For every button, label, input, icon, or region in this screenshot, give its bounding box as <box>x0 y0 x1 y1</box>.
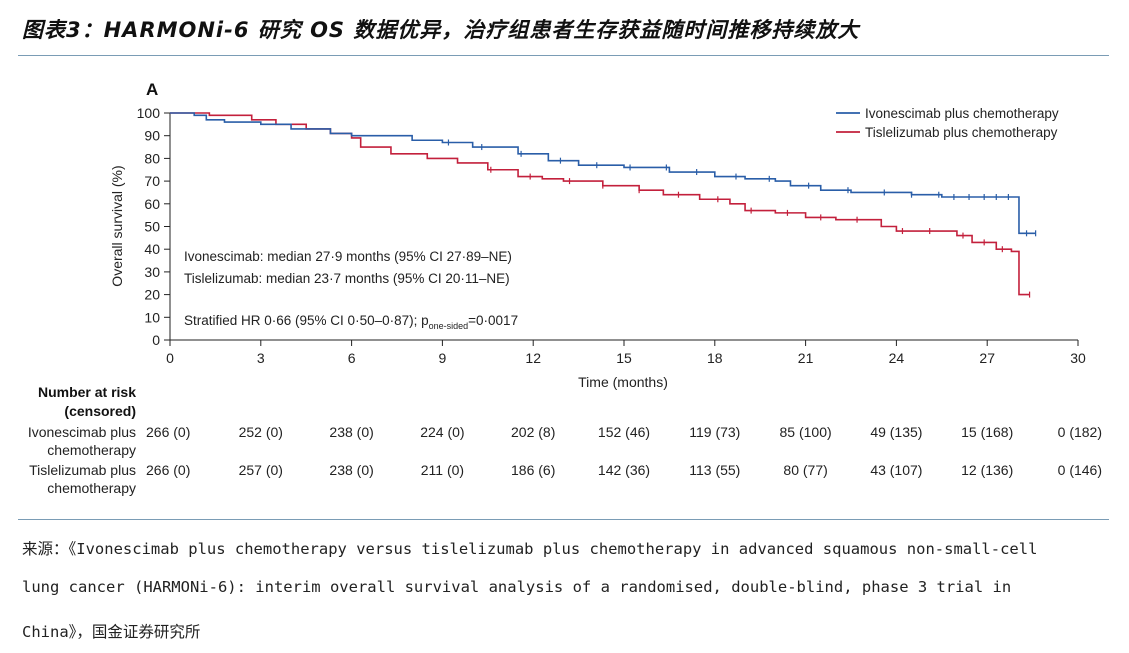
hazard-ratio-annotation: Stratified HR 0·66 (95% CI 0·50–0·87); p… <box>184 313 518 331</box>
y-tick-label: 10 <box>144 309 160 325</box>
x-tick-label: 0 <box>166 350 174 366</box>
x-tick-label: 15 <box>616 350 632 366</box>
risk-table-cell: 0 (182) <box>1058 424 1102 440</box>
title-divider <box>18 55 1109 56</box>
risk-table-cell: 119 (73) <box>689 424 740 440</box>
median-annotation-tislelizumab: Tislelizumab: median 23·7 months (95% CI… <box>184 271 510 286</box>
risk-table-cell: 152 (46) <box>598 424 650 440</box>
figure-title: 图表3：HARMONi-6 研究 OS 数据优异，治疗组患者生存获益随时间推移持… <box>22 18 860 42</box>
y-axis-label: Overall survival (%) <box>109 165 125 286</box>
legend-label-tislelizumab: Tislelizumab plus chemotherapy <box>865 125 1058 140</box>
y-tick-label: 30 <box>144 264 160 280</box>
panel-label: A <box>146 80 158 99</box>
risk-table-cell: 266 (0) <box>146 462 190 478</box>
risk-table-cell: 257 (0) <box>239 462 283 478</box>
y-tick-label: 60 <box>144 196 160 212</box>
source-divider <box>18 519 1109 520</box>
risk-table-cell: 43 (107) <box>870 462 922 478</box>
risk-table-cell: 238 (0) <box>329 462 373 478</box>
x-tick-label: 21 <box>798 350 814 366</box>
risk-table-cell: 186 (6) <box>511 462 555 478</box>
x-tick-label: 18 <box>707 350 723 366</box>
x-tick-label: 9 <box>439 350 447 366</box>
risk-table-cell: 202 (8) <box>511 424 555 440</box>
risk-table-cell: 224 (0) <box>420 424 464 440</box>
source-line-1: 来源：《Ivonescimab plus chemotherapy versus… <box>22 540 1038 558</box>
y-tick-label: 20 <box>144 287 160 303</box>
source-line-2: lung cancer (HARMONi-6): interim overall… <box>22 578 1012 596</box>
risk-row-label: chemotherapy <box>47 480 136 496</box>
ivonescimab-survival-curve <box>170 112 1036 235</box>
y-tick-label: 90 <box>144 128 160 144</box>
km-survival-chart: A 0 10 20 30 40 50 60 70 80 90 100 0 3 6 9 12 15 18 21 24 27 3… <box>28 80 1102 496</box>
risk-table-cell: 266 (0) <box>146 424 190 440</box>
x-tick-label: 27 <box>979 350 995 366</box>
risk-table-cell: 238 (0) <box>329 424 373 440</box>
x-tick-label: 12 <box>525 350 541 366</box>
risk-row-label: chemotherapy <box>47 442 136 458</box>
risk-table-cell: 15 (168) <box>961 424 1013 440</box>
risk-table-cell: 211 (0) <box>421 462 464 478</box>
x-tick-label: 30 <box>1070 350 1086 366</box>
risk-table-cell: 80 (77) <box>783 462 827 478</box>
legend-label-ivonescimab: Ivonescimab plus chemotherapy <box>865 106 1059 121</box>
y-tick-label: 70 <box>144 173 160 189</box>
risk-table-cell: 49 (135) <box>870 424 922 440</box>
risk-table-header: Number at risk <box>38 384 136 400</box>
x-tick-label: 3 <box>257 350 265 366</box>
median-annotation-ivonescimab: Ivonescimab: median 27·9 months (95% CI … <box>184 249 512 264</box>
risk-table-cell: 142 (36) <box>598 462 650 478</box>
risk-table-cell: 113 (55) <box>689 462 740 478</box>
tislelizumab-survival-curve <box>170 112 1030 296</box>
y-tick-label: 100 <box>137 105 161 121</box>
y-tick-label: 40 <box>144 241 160 257</box>
risk-row-label: Ivonescimab plus <box>28 424 136 440</box>
risk-table-cell: 85 (100) <box>780 424 832 440</box>
x-axis-label: Time (months) <box>578 374 668 390</box>
risk-table-subheader: (censored) <box>64 403 136 419</box>
risk-table-cell: 12 (136) <box>961 462 1013 478</box>
y-tick-label: 80 <box>144 150 160 166</box>
source-line-3: China》，国金证券研究所 <box>22 623 201 641</box>
x-tick-label: 6 <box>348 350 356 366</box>
y-tick-label: 50 <box>144 219 160 235</box>
x-tick-label: 24 <box>889 350 905 366</box>
risk-table-cell: 252 (0) <box>239 424 283 440</box>
risk-row-label: Tislelizumab plus <box>29 462 136 478</box>
y-tick-label: 0 <box>152 332 160 348</box>
risk-table-cell: 0 (146) <box>1058 462 1102 478</box>
